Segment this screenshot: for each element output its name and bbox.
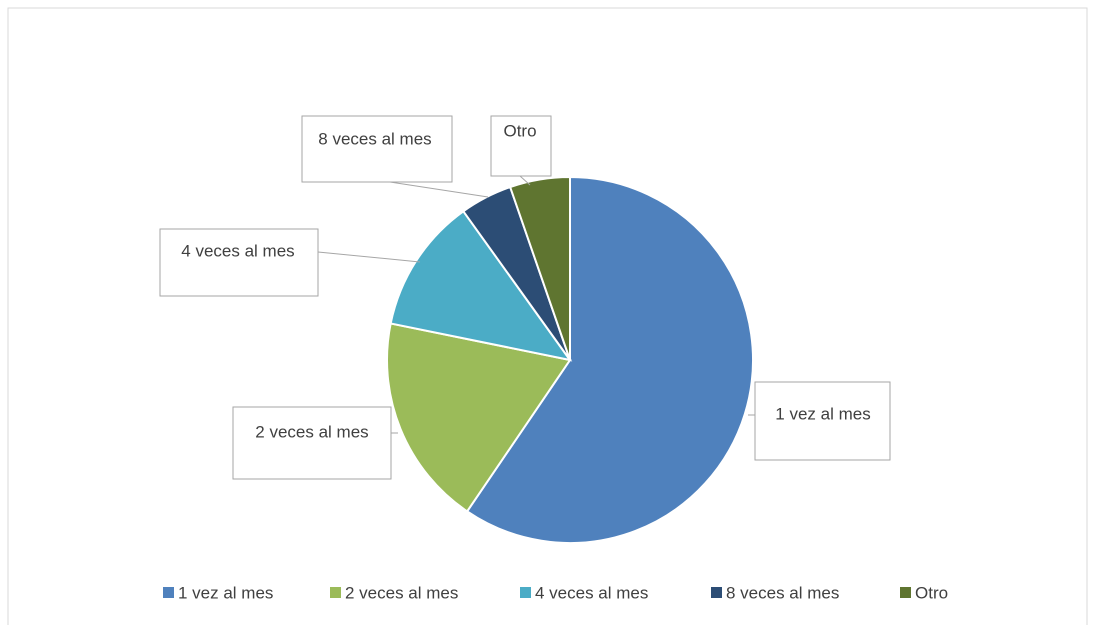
leader-line: [317, 251, 421, 263]
legend-swatch: [330, 587, 341, 598]
pie-slice: [389, 209, 573, 362]
data-label: Otro: [503, 121, 536, 140]
label-box: [490, 115, 552, 177]
legend-label: 4 veces al mes: [535, 583, 648, 602]
legend-swatch: [520, 587, 531, 598]
legend-label: Otro: [915, 583, 948, 602]
pie-slice: [465, 175, 754, 544]
label-box: [301, 115, 453, 183]
label-box: [159, 228, 319, 297]
legend-label: 8 veces al mes: [726, 583, 839, 602]
leader-line: [519, 175, 531, 186]
legend-swatch: [711, 587, 722, 598]
pie-slice: [386, 322, 572, 513]
data-label: 1 vez al mes: [775, 404, 870, 423]
legend-swatch: [900, 587, 911, 598]
leader-line: [389, 181, 489, 198]
data-label: 8 veces al mes: [318, 129, 431, 148]
data-label: 2 veces al mes: [255, 422, 368, 441]
legend-label: 1 vez al mes: [178, 583, 273, 602]
legend-label: 2 veces al mes: [345, 583, 458, 602]
label-box: [754, 381, 891, 461]
pie-slice: [508, 175, 571, 361]
label-box: [232, 406, 392, 480]
legend-swatch: [163, 587, 174, 598]
data-label: 4 veces al mes: [181, 241, 294, 260]
chart-frame: [7, 7, 1088, 625]
